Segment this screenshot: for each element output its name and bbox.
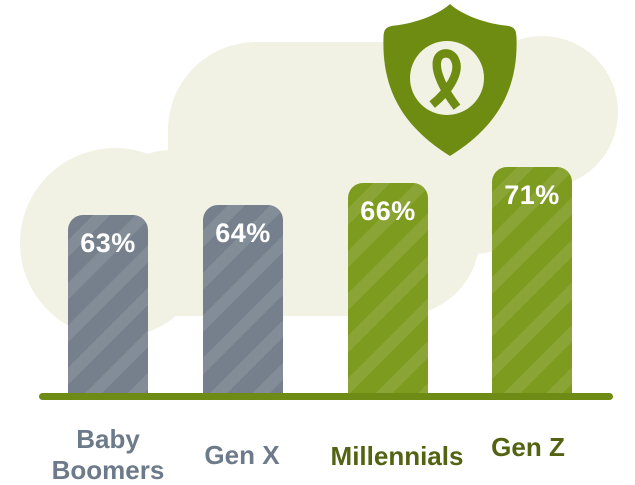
category-label-baby-boomers: Baby Boomers [51, 424, 165, 485]
bar-value-label: 63% [80, 228, 136, 258]
bar-value-label: 64% [215, 218, 271, 248]
bar-millennials: 66% [348, 183, 428, 398]
bar-value-label: 66% [360, 196, 416, 226]
shield-inner-circle [410, 41, 484, 115]
bar-gen-z: 71% [492, 167, 572, 398]
category-label-millennials: Millennials [330, 441, 464, 471]
category-label-gen-z: Gen Z [491, 432, 565, 462]
bar-gen-x: 64% [203, 205, 283, 398]
bar-baby-boomers: 63% [68, 215, 148, 398]
shield-icon [374, 2, 526, 158]
category-label-gen-x: Gen X [204, 440, 280, 470]
bar-value-label: 71% [504, 180, 560, 210]
axis-baseline [39, 393, 613, 400]
awareness-ribbon-icon [429, 49, 461, 110]
